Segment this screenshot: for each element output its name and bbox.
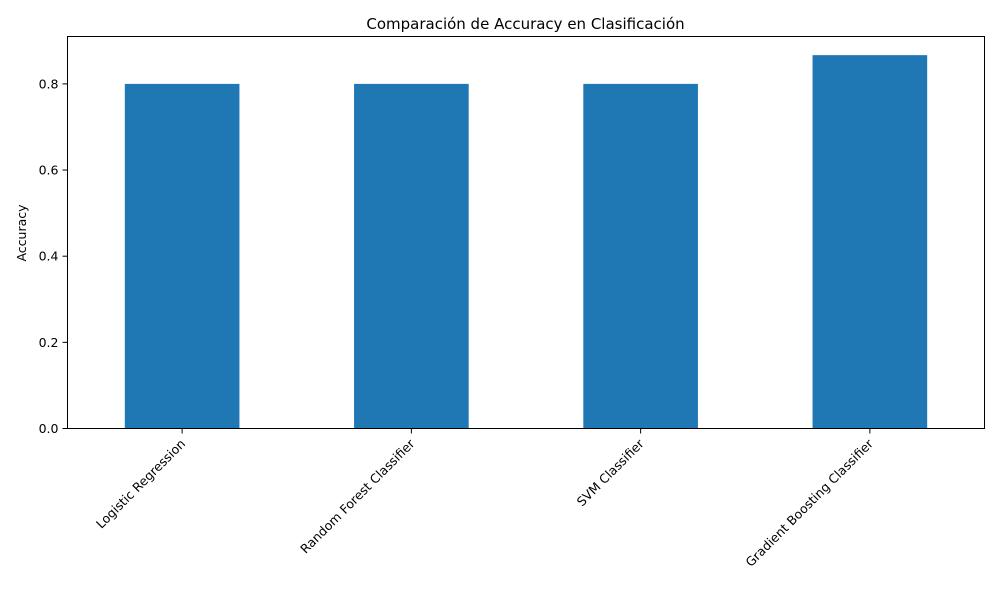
chart-title: Comparación de Accuracy en Clasificación <box>366 15 684 33</box>
y-tick-label-1: 0.2 <box>39 335 59 350</box>
bars-group <box>124 55 928 429</box>
y-axis-label: Accuracy <box>14 204 29 262</box>
bar-0 <box>124 83 240 429</box>
bar-1 <box>354 83 469 429</box>
y-tick-label-4: 0.8 <box>39 76 59 91</box>
bar-2 <box>583 83 698 429</box>
plot-area-frame <box>67 36 985 429</box>
y-tick-label-3: 0.6 <box>39 163 59 178</box>
y-axis-ticks: 0.0 0.2 0.4 0.6 0.8 <box>39 76 68 436</box>
bar-3 <box>812 55 928 429</box>
y-tick-label-2: 0.4 <box>39 249 59 264</box>
y-tick-label-0: 0.0 <box>39 421 59 436</box>
